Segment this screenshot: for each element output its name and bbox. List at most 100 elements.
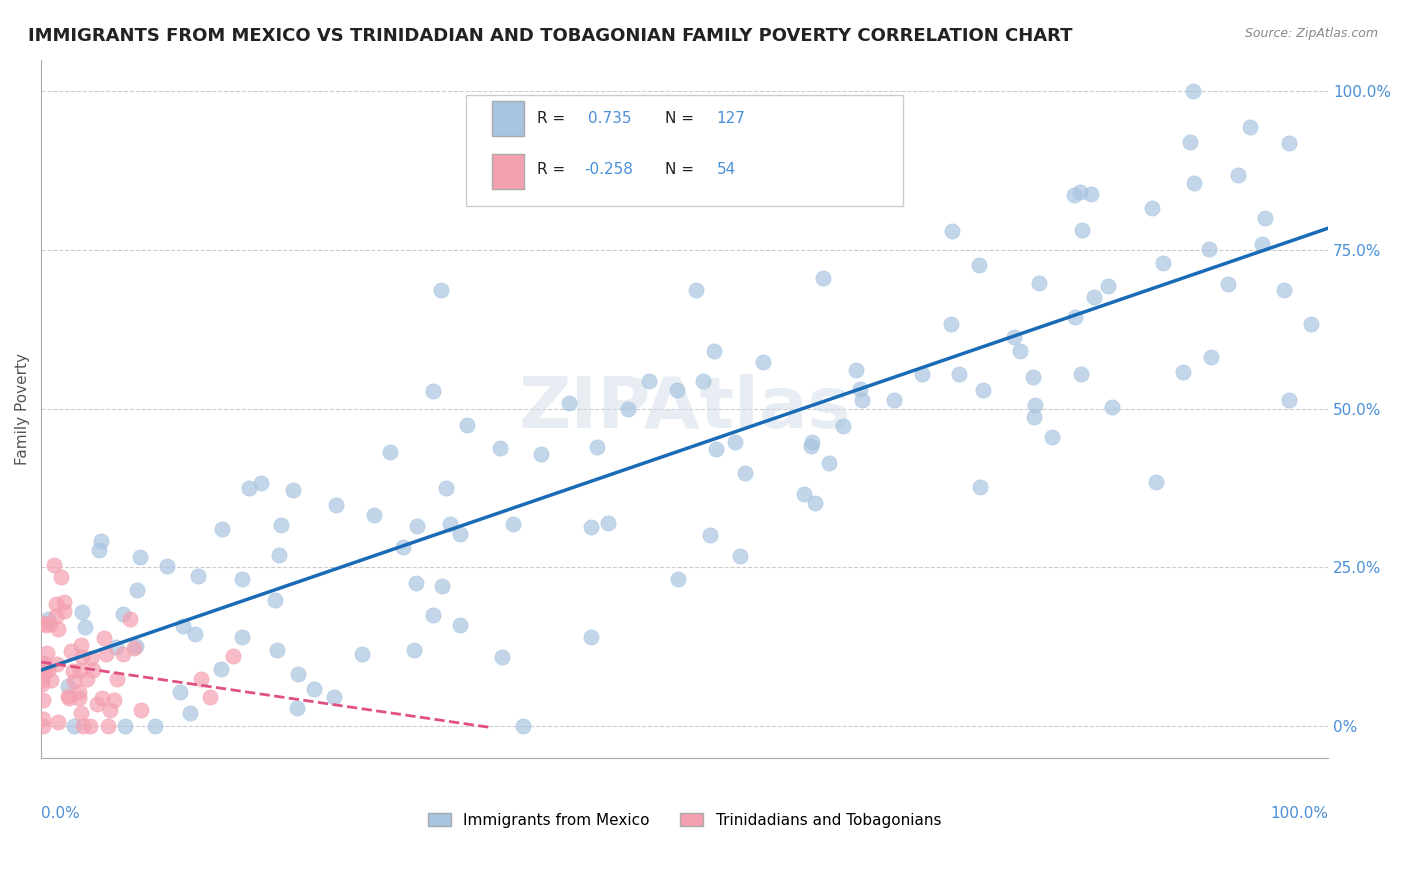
Point: [93, 631, 115, 645]
Point: [304, 682, 326, 697]
Text: R =: R =: [537, 162, 569, 178]
Point: [579, 630, 602, 644]
Point: [104, 640, 127, 654]
Point: [1069, 185, 1091, 199]
Point: [617, 401, 640, 416]
Point: [941, 224, 963, 238]
Point: [491, 649, 513, 664]
Point: [51, 570, 73, 584]
Point: [58, 691, 80, 706]
Point: [1181, 84, 1204, 98]
Point: [35, 617, 58, 632]
Point: [1198, 242, 1220, 256]
Point: [72, 719, 94, 733]
Text: 0.0%: 0.0%: [41, 806, 80, 822]
Point: [845, 363, 868, 377]
Point: [803, 496, 825, 510]
Point: [439, 516, 461, 531]
Point: [98, 703, 121, 717]
Point: [883, 393, 905, 408]
Point: [32, 665, 55, 679]
Point: [558, 395, 581, 409]
Text: -0.258: -0.258: [585, 162, 633, 178]
Point: [45, 597, 67, 611]
Point: [285, 701, 308, 715]
Point: [1070, 368, 1092, 382]
Point: [1226, 168, 1249, 182]
Text: 54: 54: [717, 162, 737, 178]
Point: [724, 434, 747, 449]
Point: [596, 516, 619, 531]
Point: [32, 615, 55, 630]
Point: [67, 685, 90, 699]
Point: [238, 481, 260, 495]
Point: [63, 674, 86, 689]
Point: [752, 355, 775, 369]
Point: [103, 693, 125, 707]
Point: [1101, 401, 1123, 415]
Point: [800, 439, 823, 453]
Point: [184, 627, 207, 641]
Point: [380, 445, 402, 459]
Point: [706, 442, 728, 456]
Point: [31, 673, 53, 687]
Point: [703, 344, 725, 359]
Point: [187, 569, 209, 583]
Point: [42, 558, 65, 572]
Point: [209, 662, 232, 676]
Point: [114, 719, 136, 733]
Point: [120, 612, 142, 626]
Point: [406, 518, 429, 533]
Text: 0.735: 0.735: [588, 112, 631, 127]
Point: [728, 549, 751, 564]
Point: [59, 644, 82, 658]
Point: [969, 480, 991, 494]
Point: [350, 648, 373, 662]
Point: [449, 526, 471, 541]
Text: Source: ZipAtlas.com: Source: ZipAtlas.com: [1244, 27, 1378, 40]
Legend: Immigrants from Mexico, Trinidadians and Tobagonians: Immigrants from Mexico, Trinidadians and…: [422, 806, 948, 834]
Point: [1278, 136, 1301, 150]
Point: [190, 673, 212, 687]
Point: [1083, 290, 1105, 304]
Point: [67, 691, 90, 706]
Point: [685, 283, 707, 297]
Point: [1140, 202, 1163, 216]
Point: [817, 456, 839, 470]
Point: [156, 558, 179, 573]
Point: [31, 719, 53, 733]
Point: [363, 508, 385, 522]
Point: [512, 719, 534, 733]
Point: [37, 646, 59, 660]
Text: IMMIGRANTS FROM MEXICO VS TRINIDADIAN AND TOBAGONIAN FAMILY POVERTY CORRELATION : IMMIGRANTS FROM MEXICO VS TRINIDADIAN AN…: [28, 27, 1073, 45]
Point: [31, 676, 53, 690]
Point: [1022, 409, 1045, 424]
Point: [63, 719, 86, 733]
Point: [37, 663, 59, 677]
Point: [430, 283, 453, 297]
Text: 127: 127: [717, 112, 745, 127]
Point: [287, 667, 309, 681]
Point: [581, 520, 603, 534]
Point: [1201, 350, 1223, 364]
Point: [1152, 256, 1174, 270]
Point: [105, 672, 128, 686]
Point: [434, 481, 457, 495]
Point: [56, 689, 79, 703]
Point: [972, 383, 994, 397]
Point: [62, 665, 84, 679]
FancyBboxPatch shape: [492, 102, 524, 136]
Point: [456, 418, 478, 433]
Point: [48, 715, 70, 730]
Point: [449, 617, 471, 632]
Point: [402, 642, 425, 657]
Point: [1063, 187, 1085, 202]
Point: [1028, 276, 1050, 290]
Text: 100.0%: 100.0%: [1270, 806, 1329, 822]
Point: [94, 647, 117, 661]
Point: [53, 605, 76, 619]
Point: [79, 719, 101, 733]
Point: [143, 719, 166, 733]
Point: [82, 663, 104, 677]
Point: [75, 620, 97, 634]
